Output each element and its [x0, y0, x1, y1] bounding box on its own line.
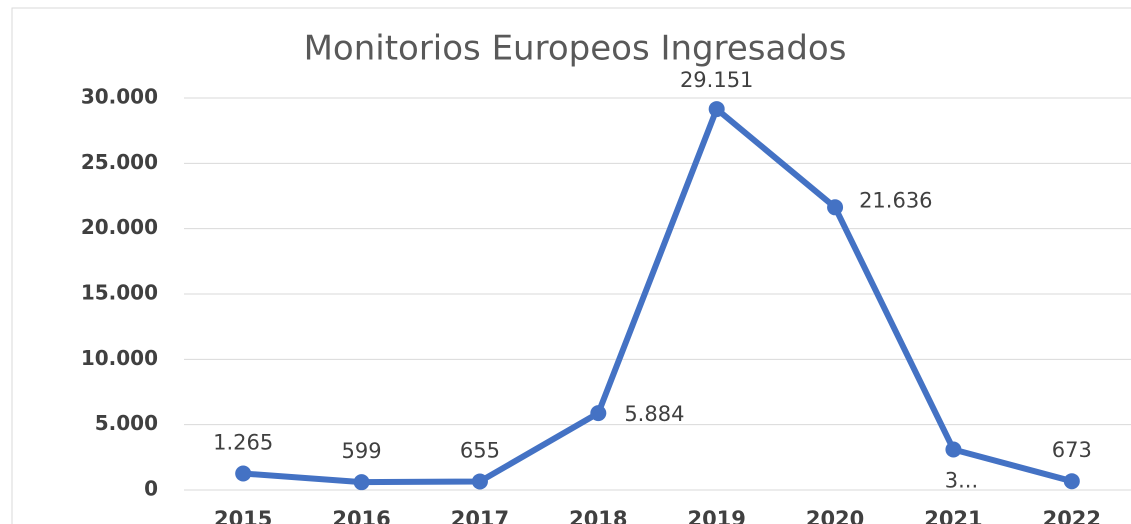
y-tick-label: 5.000 — [95, 411, 158, 435]
x-tick-label: 2019 — [687, 507, 745, 524]
chart-border — [11, 7, 1131, 524]
x-tick-label: 2016 — [332, 507, 390, 524]
y-tick-label: 30.000 — [81, 85, 158, 109]
x-tick-label: 2021 — [924, 507, 982, 524]
data-label: 655 — [460, 438, 500, 462]
data-label: 1.265 — [213, 430, 273, 454]
data-line — [242, 106, 1073, 486]
data-point — [590, 405, 607, 422]
chart-title: Monitorios Europeos Ingresados — [304, 29, 847, 69]
y-tick-label: 20.000 — [81, 215, 158, 239]
data-point — [235, 465, 252, 482]
x-tick-label: 2020 — [806, 507, 864, 524]
data-label: 673 — [1052, 438, 1092, 462]
data-point — [1063, 473, 1080, 490]
x-tick-label: 2015 — [214, 507, 272, 524]
data-label: 5.884 — [624, 402, 684, 426]
data-point — [708, 101, 725, 118]
data-label: 21.636 — [859, 188, 932, 212]
data-label: 29.151 — [680, 68, 753, 92]
x-tick-label: 2022 — [1043, 507, 1101, 524]
y-tick-label: 0 — [144, 477, 158, 501]
y-tick-label: 10.000 — [81, 346, 158, 370]
y-tick-label: 15.000 — [81, 281, 158, 305]
x-tick-label: 2018 — [569, 507, 627, 524]
y-tick-label: 25.000 — [81, 150, 158, 174]
data-point — [471, 473, 488, 490]
data-point — [945, 441, 962, 458]
data-point — [353, 474, 370, 491]
data-label: 599 — [342, 439, 382, 463]
data-label: 3... — [945, 468, 978, 492]
data-point — [827, 199, 844, 216]
x-tick-label: 2017 — [451, 507, 509, 524]
